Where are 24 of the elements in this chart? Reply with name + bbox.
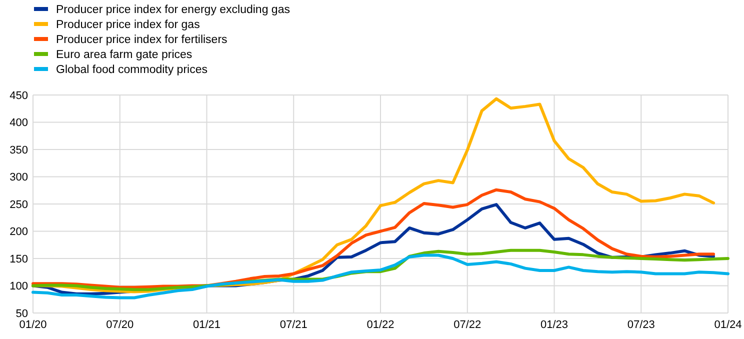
- x-tick-label: 01/22: [366, 319, 394, 331]
- legend-label: Euro area farm gate prices: [56, 49, 192, 62]
- y-tick-label: 250: [10, 198, 28, 211]
- x-tick-label: 07/20: [106, 319, 134, 331]
- line-series: [32, 254, 730, 300]
- legend-label: Producer price index for fertilisers: [56, 34, 228, 46]
- x-tick-label: 01/24: [714, 319, 742, 331]
- x-tick-label: 01/23: [540, 319, 568, 331]
- legend-label: Global food commodity prices: [56, 64, 208, 76]
- x-tick-label: 07/22: [454, 319, 482, 331]
- y-tick-label: 400: [10, 117, 28, 130]
- legend-label: Producer price index for gas: [56, 19, 200, 32]
- x-tick-label: 07/21: [280, 319, 308, 331]
- x-tick-label: 01/20: [19, 319, 47, 331]
- y-tick-label: 150: [10, 253, 28, 266]
- y-tick-label: 50: [16, 308, 28, 320]
- y-tick-label: 300: [10, 172, 28, 184]
- y-tick-label: 200: [10, 226, 28, 238]
- y-tick-label: 450: [10, 90, 28, 102]
- legend-label: Producer price index for energy excluding gas: [56, 4, 290, 16]
- y-tick-label: 100: [10, 280, 28, 293]
- y-tick-label: 350: [10, 144, 28, 156]
- x-tick-label: 07/23: [627, 319, 655, 331]
- x-tick-label: 01/21: [192, 319, 221, 331]
